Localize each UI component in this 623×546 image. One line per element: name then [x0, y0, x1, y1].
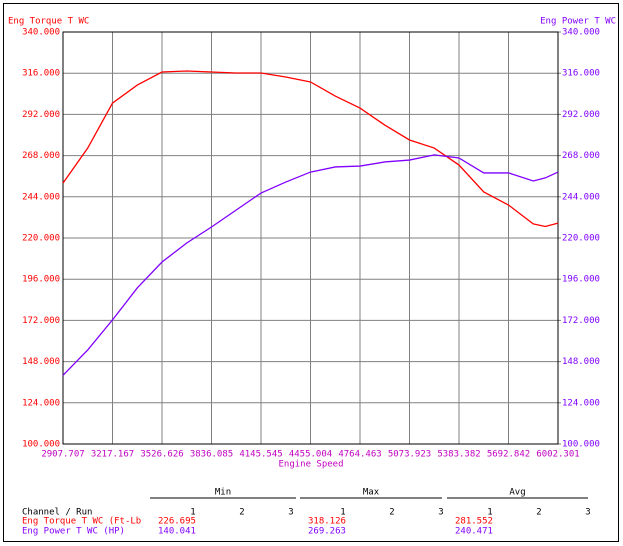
- series-line: [62, 70, 559, 228]
- y2-tick-label: 124.000: [562, 398, 600, 408]
- x-tick-label: 4764.463: [338, 450, 381, 460]
- y-tick-label: 172.000: [22, 316, 60, 326]
- run-number: 1: [190, 508, 195, 518]
- x-tick-label: 5692.842: [487, 450, 530, 460]
- y2-tick-label: 220.000: [562, 234, 600, 244]
- plot-border: [62, 31, 559, 445]
- y2-tick-label: 196.000: [562, 275, 600, 285]
- x-tick-label: 4145.545: [239, 450, 282, 460]
- y-tick-label: 292.000: [22, 110, 60, 120]
- y-tick-label: 100.000: [22, 440, 60, 450]
- series-line: [62, 154, 559, 376]
- x-tick-label: 6002.301: [536, 450, 579, 460]
- y2-tick-label: 292.000: [562, 110, 600, 120]
- x-tick-label: 5073.923: [388, 450, 431, 460]
- y2-tick-label: 148.000: [562, 357, 600, 367]
- stat-value: 318.126: [308, 517, 346, 527]
- y2-tick-label: 100.000: [562, 440, 600, 450]
- channel-name: Eng Power T WC (HP): [22, 527, 125, 537]
- run-number: 2: [239, 508, 244, 518]
- run-number: 1: [487, 508, 492, 518]
- x-tick-label: 3526.626: [140, 450, 183, 460]
- y2-tick-label: 340.000: [562, 28, 600, 38]
- y-tick-label: 244.000: [22, 192, 60, 202]
- y-tick-label: 268.000: [22, 151, 60, 161]
- x-tick-label: 5383.382: [437, 450, 480, 460]
- group-header: Min: [215, 488, 231, 498]
- right-axis-title: Eng Power T WC: [540, 17, 616, 27]
- y-tick-label: 340.000: [22, 28, 60, 38]
- y-tick-label: 148.000: [22, 357, 60, 367]
- y2-tick-label: 268.000: [562, 151, 600, 161]
- y-tick-label: 124.000: [22, 398, 60, 408]
- y2-tick-label: 172.000: [562, 316, 600, 326]
- group-header: Avg: [509, 488, 525, 498]
- y-tick-label: 220.000: [22, 234, 60, 244]
- x-tick-label: 2907.707: [41, 450, 84, 460]
- x-axis-title: Engine Speed: [278, 460, 343, 470]
- channel-header: Channel / Run: [22, 508, 92, 518]
- y2-tick-label: 244.000: [562, 192, 600, 202]
- run-number: 3: [585, 508, 590, 518]
- run-number: 2: [536, 508, 541, 518]
- run-number: 1: [340, 508, 345, 518]
- run-number: 3: [288, 508, 293, 518]
- run-number: 2: [389, 508, 394, 518]
- stat-value: 269.263: [308, 527, 346, 537]
- x-tick-label: 3217.167: [91, 450, 134, 460]
- group-header: Max: [363, 488, 380, 498]
- stat-value: 240.471: [455, 527, 493, 537]
- x-tick-label: 3836.085: [190, 450, 233, 460]
- x-tick-label: 4455.004: [289, 450, 332, 460]
- stat-value: 140.041: [158, 527, 196, 537]
- left-axis-title: Eng Torque T WC: [8, 17, 89, 27]
- y-tick-label: 196.000: [22, 275, 60, 285]
- y2-tick-label: 316.000: [562, 69, 600, 79]
- y-tick-label: 316.000: [22, 69, 60, 79]
- stat-value: 281.552: [455, 517, 493, 527]
- stat-value: 226.695: [158, 517, 196, 527]
- channel-name: Eng Torque T WC (Ft-Lb: [22, 517, 141, 527]
- run-number: 3: [438, 508, 443, 518]
